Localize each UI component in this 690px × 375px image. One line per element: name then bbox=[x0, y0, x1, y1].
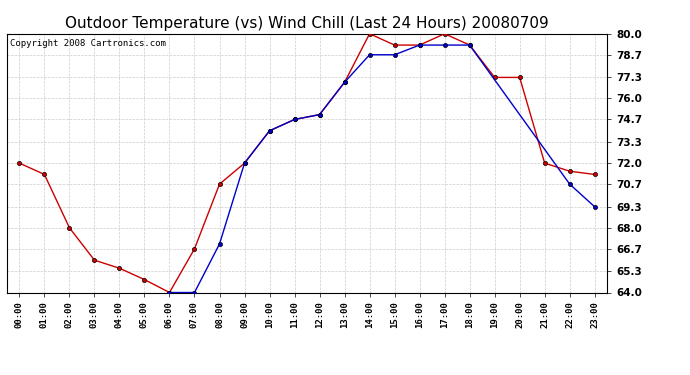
Title: Outdoor Temperature (vs) Wind Chill (Last 24 Hours) 20080709: Outdoor Temperature (vs) Wind Chill (Las… bbox=[65, 16, 549, 31]
Text: Copyright 2008 Cartronics.com: Copyright 2008 Cartronics.com bbox=[10, 39, 166, 48]
